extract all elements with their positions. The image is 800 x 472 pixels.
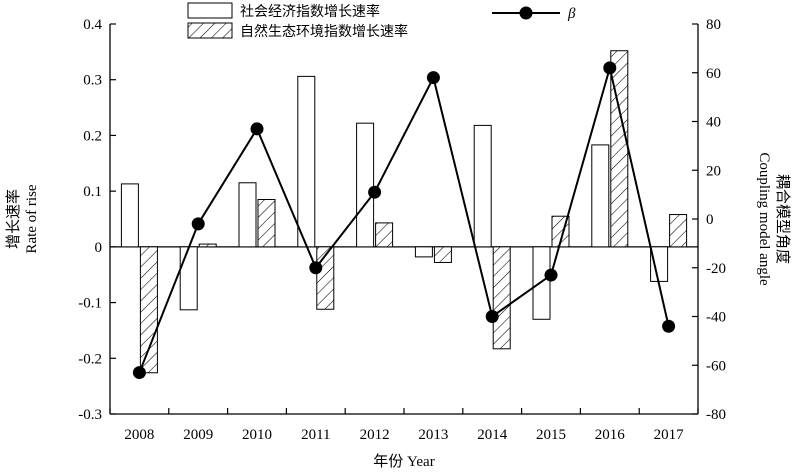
- left-axis-title: 增长速率 Rate of rise: [5, 184, 40, 253]
- right-axis-title-en: Coupling model angle: [756, 152, 772, 286]
- left-tick-label: 0.2: [83, 128, 102, 144]
- right-tick-label: -40: [706, 310, 726, 326]
- bar-ecological-2008: [139, 246, 158, 374]
- legend-swatch-beta-marker: [519, 6, 533, 20]
- bar-socioeconomic-2008: [120, 183, 139, 248]
- left-tick-label: -0.3: [78, 407, 102, 423]
- beta-point-2009: [191, 217, 205, 231]
- left-tick-label: 0: [95, 240, 103, 256]
- right-tick-label: 0: [706, 212, 714, 228]
- left-tick-label: 0.4: [83, 17, 102, 33]
- x-tick-label: 2013: [418, 427, 448, 443]
- right-tick-label: -80: [706, 407, 726, 423]
- bar-socioeconomic-2015: [532, 246, 551, 320]
- left-tick-label: 0.1: [83, 184, 102, 200]
- bar-ecological-2014: [492, 246, 511, 350]
- right-tick-label: -60: [706, 358, 726, 374]
- bars: [120, 50, 688, 374]
- legend: 社会经济指数增长速率 自然生态环境指数增长速率 β: [187, 2, 576, 40]
- left-axis-title-en: Rate of rise: [24, 184, 40, 253]
- bar-socioeconomic-2010: [238, 182, 257, 248]
- beta-line: [132, 61, 676, 380]
- beta-point-2016: [603, 61, 617, 75]
- legend-label-beta: β: [567, 6, 576, 22]
- right-axis-ticks: -80 -60 -40 -20 0 20 40 60 80: [692, 17, 726, 423]
- right-axis-title: 耦合模型角度 Coupling model angle: [756, 152, 791, 286]
- beta-point-2017: [662, 319, 676, 333]
- svg-text:耦合模型角度: 耦合模型角度: [774, 174, 791, 264]
- svg-text:Rate of rise: Rate of rise: [24, 184, 40, 253]
- left-tick-label: 0.3: [83, 73, 102, 89]
- left-tick-label: -0.1: [78, 296, 102, 312]
- bar-ecological-2010: [257, 199, 276, 248]
- bar-socioeconomic-2012: [356, 122, 375, 248]
- x-tick-label: 2011: [301, 427, 330, 443]
- x-tick-label: 2015: [536, 427, 566, 443]
- x-tick-label: 2010: [242, 427, 272, 443]
- right-tick-label: -20: [706, 261, 726, 277]
- right-tick-label: 60: [706, 66, 721, 82]
- beta-point-2008: [132, 366, 146, 380]
- legend-label-eco: 自然生态环境指数增长速率: [240, 23, 408, 40]
- beta-point-2013: [426, 71, 440, 85]
- bar-socioeconomic-2013: [414, 246, 433, 258]
- right-axis-title-cn: 耦合模型角度: [774, 174, 791, 264]
- bar-socioeconomic-2011: [297, 75, 316, 248]
- beta-point-2012: [368, 185, 382, 199]
- x-axis-ticks: 2008 2009 2010 2011 2012 2013 2014 2015 2016 2017: [109, 408, 699, 443]
- x-tick-label: 2016: [595, 427, 626, 443]
- bar-ecological-2012: [375, 222, 394, 248]
- right-tick-label: 80: [706, 17, 721, 33]
- svg-text:增长速率: 增长速率: [5, 189, 22, 249]
- bar-socioeconomic-2017: [650, 246, 669, 282]
- bar-ecological-2009: [198, 243, 217, 248]
- bar-socioeconomic-2009: [179, 246, 198, 311]
- beta-line-path: [138, 67, 670, 373]
- left-axis-ticks: -0.3 -0.2 -0.1 0 0.1 0.2 0.3 0.4: [78, 17, 116, 423]
- right-tick-label: 40: [706, 115, 721, 131]
- beta-point-2011: [309, 261, 323, 275]
- bar-ecological-2017: [669, 214, 688, 248]
- left-tick-label: -0.2: [78, 351, 102, 367]
- x-tick-label: 2008: [124, 427, 154, 443]
- legend-swatch-socio: [187, 2, 233, 19]
- svg-text:Coupling model angle: Coupling model angle: [756, 152, 772, 286]
- left-axis-title-cn: 增长速率: [5, 189, 22, 249]
- x-tick-label: 2009: [183, 427, 213, 443]
- beta-point-2014: [485, 310, 499, 323]
- x-tick-label: 2012: [360, 427, 390, 443]
- x-tick-label: 2017: [654, 427, 685, 443]
- bar-socioeconomic-2016: [591, 144, 610, 248]
- bar-ecological-2013: [433, 246, 452, 263]
- bar-socioeconomic-2014: [473, 124, 492, 248]
- right-tick-label: 20: [706, 163, 721, 179]
- beta-point-2010: [250, 122, 264, 136]
- legend-label-socio: 社会经济指数增长速率: [240, 3, 380, 20]
- beta-point-2015: [544, 268, 558, 282]
- legend-swatch-eco: [187, 22, 233, 39]
- x-axis-title: 年份 Year: [373, 453, 434, 470]
- x-tick-label: 2014: [477, 427, 508, 443]
